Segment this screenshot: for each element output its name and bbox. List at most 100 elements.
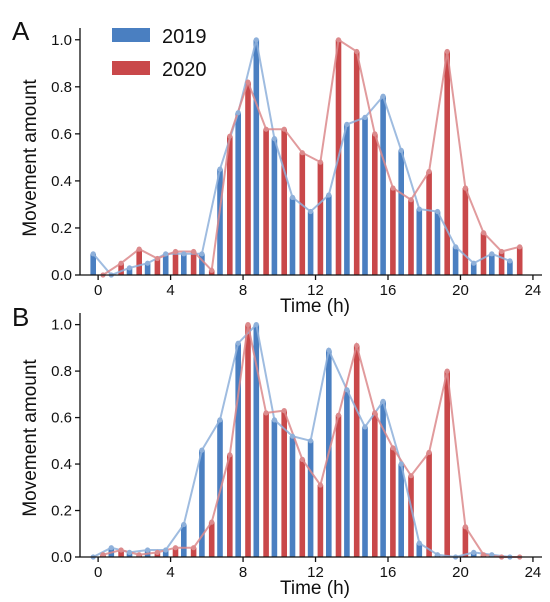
point-2020-h21-a [480, 230, 487, 236]
point-2019-h17-b [398, 461, 404, 467]
x-tick-label-24-a: 24 [525, 282, 542, 299]
x-axis-label-b: Time (h) [280, 578, 350, 599]
point-2020-h22-a [499, 248, 505, 255]
point-2020-h13-b [335, 412, 342, 418]
panel-letter-a: A [12, 16, 30, 46]
point-2020-h11-a [299, 150, 305, 156]
point-2019-h4-b [163, 547, 169, 553]
y-tick-label-0.8-a: 0.8 [51, 79, 72, 96]
bar-2020-h20-a [462, 188, 469, 275]
point-2019-h22-a [489, 251, 495, 257]
axes-panel-a: 0 4 8 12 16 20 24 0.0 0.2 0.4 0.6 0.8 1.0 [51, 28, 542, 299]
bar-2019-h8-b [235, 343, 241, 557]
bar-2020-h9-b [263, 412, 269, 557]
bar-2020-h19-b [444, 371, 450, 557]
point-2019-h5-b [181, 521, 187, 528]
point-2019-h11-a [289, 194, 296, 200]
point-2020-h7-b [227, 452, 233, 458]
y-tick-label-0.2-b: 0.2 [51, 503, 72, 520]
point-2019-h8-b [235, 340, 241, 346]
bar-2020-h22-a [498, 251, 505, 275]
bar-2019-h11-a [289, 197, 296, 275]
bar-2020-h9-a [263, 129, 269, 275]
x-tick-label-24-b: 24 [525, 564, 542, 581]
bar-2020-h1-b [118, 550, 124, 557]
point-2019-h7-b [217, 417, 223, 423]
y-tick-label-0-b: 0.0 [51, 549, 72, 566]
point-2019-h11-b [289, 433, 296, 439]
bar-2020-h6-b [208, 522, 215, 557]
bar-2020-h10-a [281, 129, 287, 275]
point-2019-h20-a [453, 244, 459, 250]
point-2020-h8-a [245, 79, 251, 85]
x-tick-label-8-b: 8 [239, 564, 247, 581]
point-2020-h8-b [245, 322, 251, 328]
bar-2019-h6-a [199, 253, 205, 275]
point-2020-h0-b [100, 552, 106, 558]
point-2019-h15-a [362, 114, 368, 120]
bar-2020-h14-a [353, 51, 360, 275]
point-2019-h19-a [434, 208, 441, 215]
y-tick-label-1-a: 1.0 [51, 32, 72, 49]
point-2020-h1-a [118, 260, 124, 266]
bar-2020-h16-a [390, 188, 396, 275]
bars-panel-a [90, 39, 523, 276]
bar-2019-h23-a [507, 260, 513, 275]
legend-label-2020: 2020 [162, 59, 207, 81]
bar-2020-h8-b [245, 324, 251, 557]
series-line-2019-a [92, 39, 511, 277]
y-tick-label-0.6-a: 0.6 [51, 126, 72, 143]
point-2020-h20-b [462, 524, 468, 530]
point-2020-h16-b [390, 445, 396, 451]
point-2020-h17-a [408, 197, 414, 203]
point-2020-h18-b [426, 449, 432, 455]
point-2020-h3-b [154, 549, 160, 556]
bar-2019-h21-a [470, 263, 477, 275]
point-2020-h9-b [263, 410, 269, 416]
bar-2019-h0-a [90, 253, 96, 275]
point-2019-h10-b [271, 417, 277, 423]
point-2019-h18-a [416, 206, 422, 212]
point-2019-h3-b [145, 547, 151, 553]
point-2020-h2-b [136, 552, 142, 558]
point-2020-h14-b [354, 342, 360, 349]
bar-2020-h18-b [426, 452, 432, 557]
point-2019-h13-a [326, 192, 332, 198]
bar-2019-h6-b [199, 450, 205, 557]
bar-2019-h4-b [162, 550, 169, 557]
point-2019-h9-a [253, 37, 259, 43]
point-2019-h14-a [344, 121, 350, 127]
y-tick-label-0.4-b: 0.4 [51, 456, 72, 473]
point-2019-h19-b [434, 552, 441, 558]
bar-2020-h1-a [118, 263, 124, 275]
point-2019-h4-a [163, 251, 169, 257]
point-2020-h23-a [517, 244, 523, 250]
x-tick-label-8-a: 8 [239, 282, 247, 299]
point-2020-h15-b [372, 410, 378, 416]
point-2019-h22-b [489, 552, 495, 558]
panel-a: A 0 4 8 12 16 20 24 0.0 0.2 0.4 0.6 0.8 1.0 Time (h)… [12, 16, 542, 317]
bar-2020-h15-a [372, 133, 378, 275]
bar-2020-h4-a [172, 251, 179, 275]
bar-2020-h15-b [372, 412, 378, 557]
point-2020-h16-a [390, 185, 396, 191]
point-2020-h4-b [172, 545, 179, 551]
point-2019-h15-b [362, 424, 368, 430]
point-2019-h17-a [398, 147, 404, 153]
point-2019-h16-a [380, 93, 386, 99]
point-2019-h23-a [507, 258, 513, 264]
lines-panel-b [90, 322, 523, 560]
x-tick-label-20-b: 20 [452, 564, 469, 581]
point-2019-h6-a [199, 251, 205, 257]
bar-2020-h7-b [227, 454, 233, 557]
x-tick-label-0-a: 0 [94, 282, 102, 299]
bar-2019-h9-a [253, 39, 260, 275]
bar-2020-h23-a [516, 246, 523, 275]
point-2020-h19-b [444, 368, 450, 374]
y-tick-label-0-a: 0.0 [51, 267, 72, 284]
point-2020-h19-a [444, 48, 450, 55]
bar-2020-h13-b [335, 415, 342, 557]
x-tick-label-4-b: 4 [166, 564, 174, 581]
bar-2020-h4-b [172, 547, 179, 557]
point-2020-h5-a [191, 248, 197, 255]
